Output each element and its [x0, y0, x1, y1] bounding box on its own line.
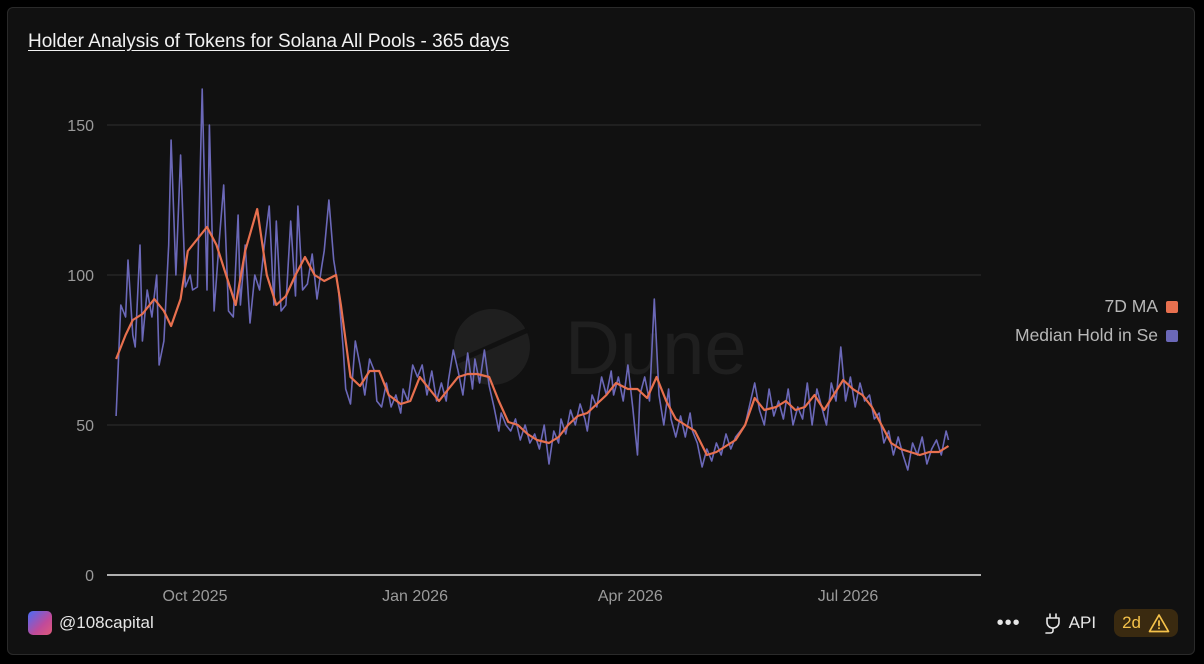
legend-item-ma[interactable]: 7D MA — [1015, 292, 1178, 321]
ellipsis-icon[interactable]: ••• — [996, 612, 1021, 634]
x-tick-label: Apr 2026 — [598, 588, 663, 605]
author-link[interactable]: @108capital — [28, 611, 154, 635]
y-tick-label: 100 — [67, 268, 94, 285]
badge-label: 2d — [1122, 613, 1141, 632]
legend-label-median: Median Hold in Se — [1015, 325, 1158, 345]
chart-title[interactable]: Holder Analysis of Tokens for Solana All… — [28, 31, 510, 52]
series-line-7d-ma[interactable] — [115, 207, 950, 457]
plug-icon — [1044, 613, 1060, 634]
legend-swatch-ma — [1166, 300, 1178, 313]
legend-item-median[interactable]: Median Hold in Se — [1015, 321, 1178, 350]
x-tick-label: Jan 2026 — [382, 588, 448, 605]
x-axis-ticks: Oct 2025 Jan 2026 Apr 2026 Jul 2026 — [163, 588, 879, 605]
legend: 7D MA Median Hold in Se — [1015, 292, 1178, 350]
y-axis-ticks: 0 50 100 150 — [67, 118, 94, 585]
dune-watermark: Dune — [454, 306, 747, 391]
author-handle: @108capital — [59, 613, 154, 632]
api-button[interactable]: API — [1043, 612, 1096, 634]
grid-lines — [107, 124, 981, 576]
legend-swatch-median — [1166, 329, 1178, 342]
refresh-status-badge[interactable]: 2d — [1114, 609, 1178, 637]
y-tick-label: 0 — [85, 568, 94, 585]
x-tick-label: Oct 2025 — [163, 588, 228, 605]
series-line-median-hold[interactable] — [115, 88, 950, 471]
footer-actions: ••• API 2d — [997, 609, 1178, 637]
warning-icon — [1148, 614, 1170, 633]
api-label: API — [1068, 613, 1097, 632]
chart-card — [7, 7, 1195, 655]
x-tick-label: Jul 2026 — [818, 588, 879, 605]
y-tick-label: 150 — [67, 118, 94, 135]
y-tick-label: 50 — [76, 418, 94, 435]
avatar — [28, 611, 52, 635]
legend-label-ma: 7D MA — [1104, 296, 1158, 316]
series-layer — [115, 88, 950, 471]
